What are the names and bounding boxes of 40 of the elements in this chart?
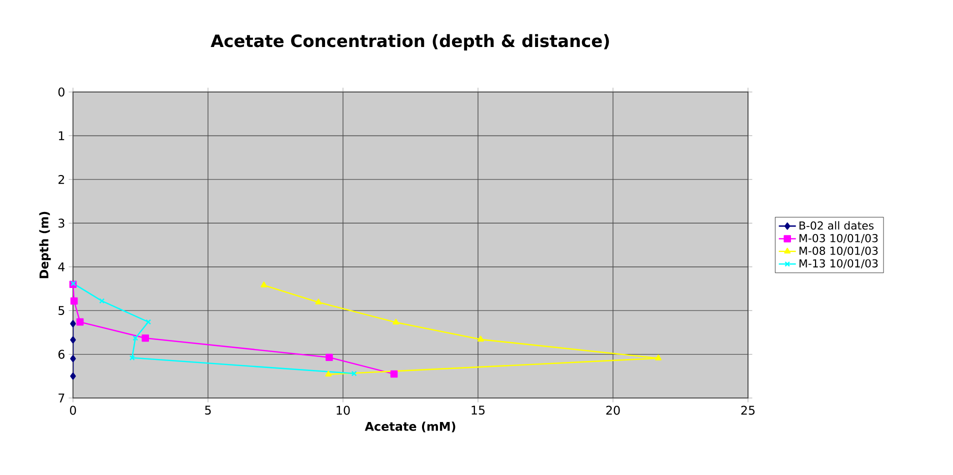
y-tick-label: 5 bbox=[58, 306, 64, 316]
y-tick-label: 1 bbox=[58, 131, 64, 140]
point bbox=[326, 354, 333, 361]
point bbox=[76, 318, 84, 326]
legend-label: M-13 10/01/03 bbox=[800, 259, 878, 268]
x-tick-label: 10 bbox=[336, 406, 350, 415]
point bbox=[70, 297, 78, 305]
y-tick-label: 4 bbox=[58, 262, 65, 272]
y-tick-label: 3 bbox=[58, 218, 64, 228]
x-tick-label: 0 bbox=[70, 406, 76, 415]
chart-title: Acetate Concentration (depth & distance) bbox=[210, 34, 609, 50]
point bbox=[70, 336, 76, 344]
x-tick-label: 5 bbox=[205, 406, 211, 415]
x-tick-label: 20 bbox=[606, 406, 620, 415]
point bbox=[129, 355, 135, 361]
y-tick-label: 7 bbox=[58, 394, 64, 402]
point bbox=[70, 320, 76, 328]
point bbox=[146, 319, 152, 325]
y-tick-label: 2 bbox=[58, 174, 64, 184]
point bbox=[132, 335, 138, 341]
y-axis-title: Depth (m) bbox=[39, 212, 51, 278]
point bbox=[392, 318, 400, 325]
point bbox=[477, 336, 484, 342]
y-tick-label: 6 bbox=[58, 350, 64, 359]
x-tick-label: 15 bbox=[472, 406, 485, 415]
legend-label: M-03 10/01/03 bbox=[800, 234, 878, 244]
point bbox=[142, 334, 149, 342]
point bbox=[315, 298, 322, 304]
y-tick-label: 0 bbox=[58, 87, 64, 97]
point bbox=[655, 354, 662, 360]
point bbox=[390, 370, 398, 378]
point bbox=[260, 282, 268, 288]
x-axis-title: Acetate (mM) bbox=[364, 422, 456, 432]
legend-label: B-02 all dates bbox=[800, 221, 874, 230]
point bbox=[325, 370, 332, 377]
x-tick-label: 25 bbox=[741, 406, 755, 415]
point bbox=[99, 298, 105, 304]
point bbox=[70, 355, 76, 362]
point bbox=[70, 372, 76, 380]
legend-label: M-08 10/01/03 bbox=[800, 246, 878, 256]
